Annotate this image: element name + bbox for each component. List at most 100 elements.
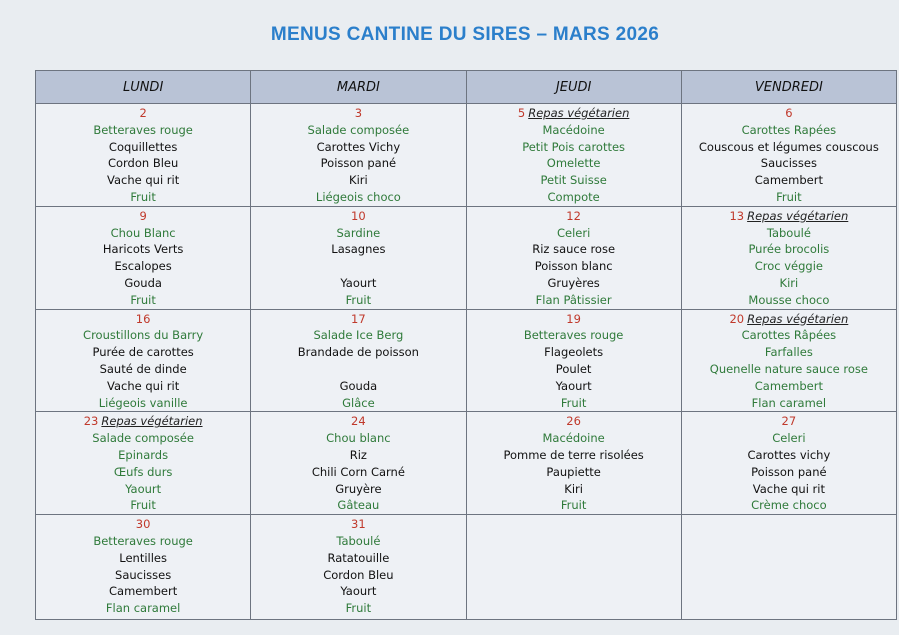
menu-item: Purée de carottes — [92, 345, 194, 360]
menu-item: Carottes Râpées — [741, 328, 837, 343]
column-header: MARDI — [250, 70, 467, 104]
menu-item: Gouda — [124, 275, 162, 290]
menu-item: Carottes vichy — [747, 447, 831, 462]
menu-item: Macédoine — [542, 431, 605, 446]
day-line: 9 — [36, 208, 250, 225]
menu-table: LUNDI MARDI JEUDI VENDREDI 2 Betteraves roug… — [34, 70, 898, 621]
day-cell: 2 Betteraves rouge Coquillettes Cordon Bleu… — [34, 103, 252, 207]
menu-item: Flan Pâtissier — [535, 292, 612, 307]
menu-item: Flageolets — [544, 345, 604, 360]
day-number: 3 — [354, 106, 363, 120]
day-cell: 27 Celeri Carottes vichy Poisson pané Vache … — [680, 411, 898, 516]
menu-item: Salade composée — [307, 122, 410, 137]
menu-item: Cordon Bleu — [323, 567, 394, 582]
menu-item: Kiri — [564, 481, 583, 496]
day-cell — [680, 514, 898, 621]
week-row: 16 Croustillons du Barry Purée de carottes… — [34, 308, 898, 413]
menu-item: Couscous et légumes couscous — [698, 139, 879, 154]
menu-item: Riz — [349, 447, 367, 462]
day-line: 24 — [251, 413, 465, 430]
menu-item: Carottes Vichy — [316, 139, 401, 154]
menu-item: Camembert — [754, 378, 823, 393]
day-cell: 19 Betteraves rouge Flageolets Poulet Yaourt… — [465, 308, 682, 413]
day-cell: 13 Repas végétarien Taboulé Purée brocolis C… — [680, 205, 898, 310]
menu-item: Fruit — [130, 498, 156, 513]
week-row: 9 Chou Blanc Haricots Verts Escalopes Gouda F… — [34, 205, 898, 310]
meal-note: Repas végétarien — [528, 106, 630, 120]
day-number: 26 — [566, 414, 581, 429]
menu-item: Flan caramel — [751, 395, 827, 410]
day-line: 2 — [36, 105, 250, 122]
menu-item: Liégeois choco — [315, 189, 401, 204]
day-cell: 16 Croustillons du Barry Purée de carottes… — [34, 308, 252, 413]
blank-line — [251, 258, 465, 275]
menu-item: Poulet — [555, 361, 592, 376]
menu-item: Camembert — [754, 173, 823, 188]
menu-item: Lentilles — [119, 550, 167, 565]
day-cell: 5 Repas végétarien Macédoine Petit Pois car… — [465, 103, 682, 207]
menu-item: Croc véggie — [754, 259, 824, 274]
day-line: 20 Repas végétarien — [682, 311, 896, 328]
menu-item: Vache qui rit — [107, 378, 180, 393]
day-cell: 9 Chou Blanc Haricots Verts Escalopes Gouda F… — [34, 205, 252, 310]
day-line: 12 — [467, 208, 681, 225]
day-number: 6 — [785, 106, 793, 120]
menu-item: Salade Ice Berg — [313, 328, 404, 343]
day-line: 30 — [36, 516, 250, 533]
day-number: 27 — [781, 414, 797, 429]
menu-item: Escalopes — [114, 259, 172, 274]
day-line: 16 — [36, 311, 250, 328]
menu-item: Fruit — [345, 292, 372, 307]
week-row: 30 Betteraves rouge Lentilles Saucisses Came… — [34, 514, 898, 621]
menu-item: Gruyère — [335, 481, 382, 496]
menu-item: Glâce — [342, 395, 375, 410]
day-number: 24 — [351, 414, 366, 429]
header-row: LUNDI MARDI JEUDI VENDREDI — [34, 70, 898, 104]
week-row: 23 Repas végétarien Salade composée Epinard… — [34, 411, 898, 516]
menu-item: Quenelle nature sauce rose — [709, 361, 868, 376]
menu-item: Purée brocolis — [748, 242, 830, 257]
menu-item: Kiri — [779, 275, 799, 290]
day-number: 19 — [566, 311, 581, 326]
menu-item: Yaourt — [340, 275, 377, 290]
menu-item: Yaourt — [125, 481, 162, 496]
menu-item: Gruyères — [547, 275, 600, 290]
day-cell: 6 Carottes Rapées Couscous et légumes cous… — [680, 103, 898, 207]
day-line: 6 — [682, 105, 896, 122]
menu-item: Flan caramel — [105, 601, 181, 616]
day-line: 27 — [682, 413, 896, 430]
day-number: 2 — [139, 106, 147, 120]
day-number: 20 — [729, 311, 745, 326]
day-number: 31 — [351, 517, 366, 532]
menu-item: Fruit — [345, 601, 372, 616]
column-header: VENDREDI — [680, 70, 898, 104]
menu-item: Poisson pané — [320, 156, 397, 171]
menu-item: Salade composée — [92, 431, 194, 446]
menu-item: Brandade de poisson — [297, 345, 419, 360]
day-line: 17 — [251, 311, 465, 328]
day-cell: 24 Chou blanc Riz Chili Corn Carné Gruyère Gâ… — [250, 411, 467, 516]
menu-item: Poisson blanc — [534, 259, 613, 274]
menu-item: Betteraves rouge — [523, 328, 624, 343]
menu-item: Taboulé — [336, 533, 381, 548]
title: MENUS CANTINE DU SIRES – MARS 2026 — [270, 24, 660, 45]
day-line: 3 — [251, 105, 465, 122]
menu-item: Cordon Bleu — [107, 156, 179, 171]
menu-item: Betteraves rouge — [93, 533, 193, 548]
meal-note: Repas végétarien — [101, 414, 203, 429]
day-cell: 26 Macédoine Pomme de terre risolées Paupie… — [465, 411, 682, 516]
menu-item: Saucisses — [115, 567, 172, 582]
day-number: 16 — [135, 311, 151, 326]
day-cell: 23 Repas végétarien Salade composée Epinard… — [34, 411, 252, 516]
menu-item: Celeri — [772, 431, 806, 446]
menu-item: Crème choco — [751, 498, 827, 513]
day-cell — [465, 514, 682, 621]
day-number: 17 — [351, 311, 366, 326]
day-cell: 10 Sardine Lasagnes Yaourt Fruit — [250, 205, 467, 310]
day-cell: 30 Betteraves rouge Lentilles Saucisses Came… — [34, 514, 252, 621]
day-cell: 17 Salade Ice Berg Brandade de poisson Gou… — [250, 308, 467, 413]
day-line: 23 Repas végétarien — [36, 413, 250, 430]
menu-item: Gouda — [339, 378, 378, 393]
menu-item: Carottes Rapées — [741, 122, 837, 137]
